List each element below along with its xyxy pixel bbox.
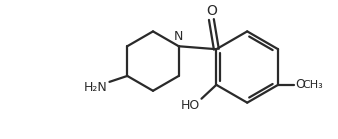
Text: O: O <box>295 78 305 91</box>
Text: HO: HO <box>180 99 199 112</box>
Text: CH₃: CH₃ <box>303 80 323 90</box>
Text: H₂N: H₂N <box>84 81 107 94</box>
Text: O: O <box>206 4 217 18</box>
Text: N: N <box>174 30 184 43</box>
